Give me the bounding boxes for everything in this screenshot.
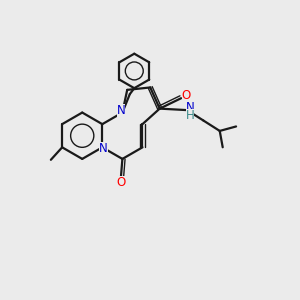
Text: N: N [186, 100, 194, 114]
Text: H: H [186, 109, 194, 122]
Text: O: O [116, 176, 125, 189]
Text: O: O [182, 89, 191, 102]
Text: N: N [99, 142, 108, 155]
Text: N: N [116, 104, 125, 117]
